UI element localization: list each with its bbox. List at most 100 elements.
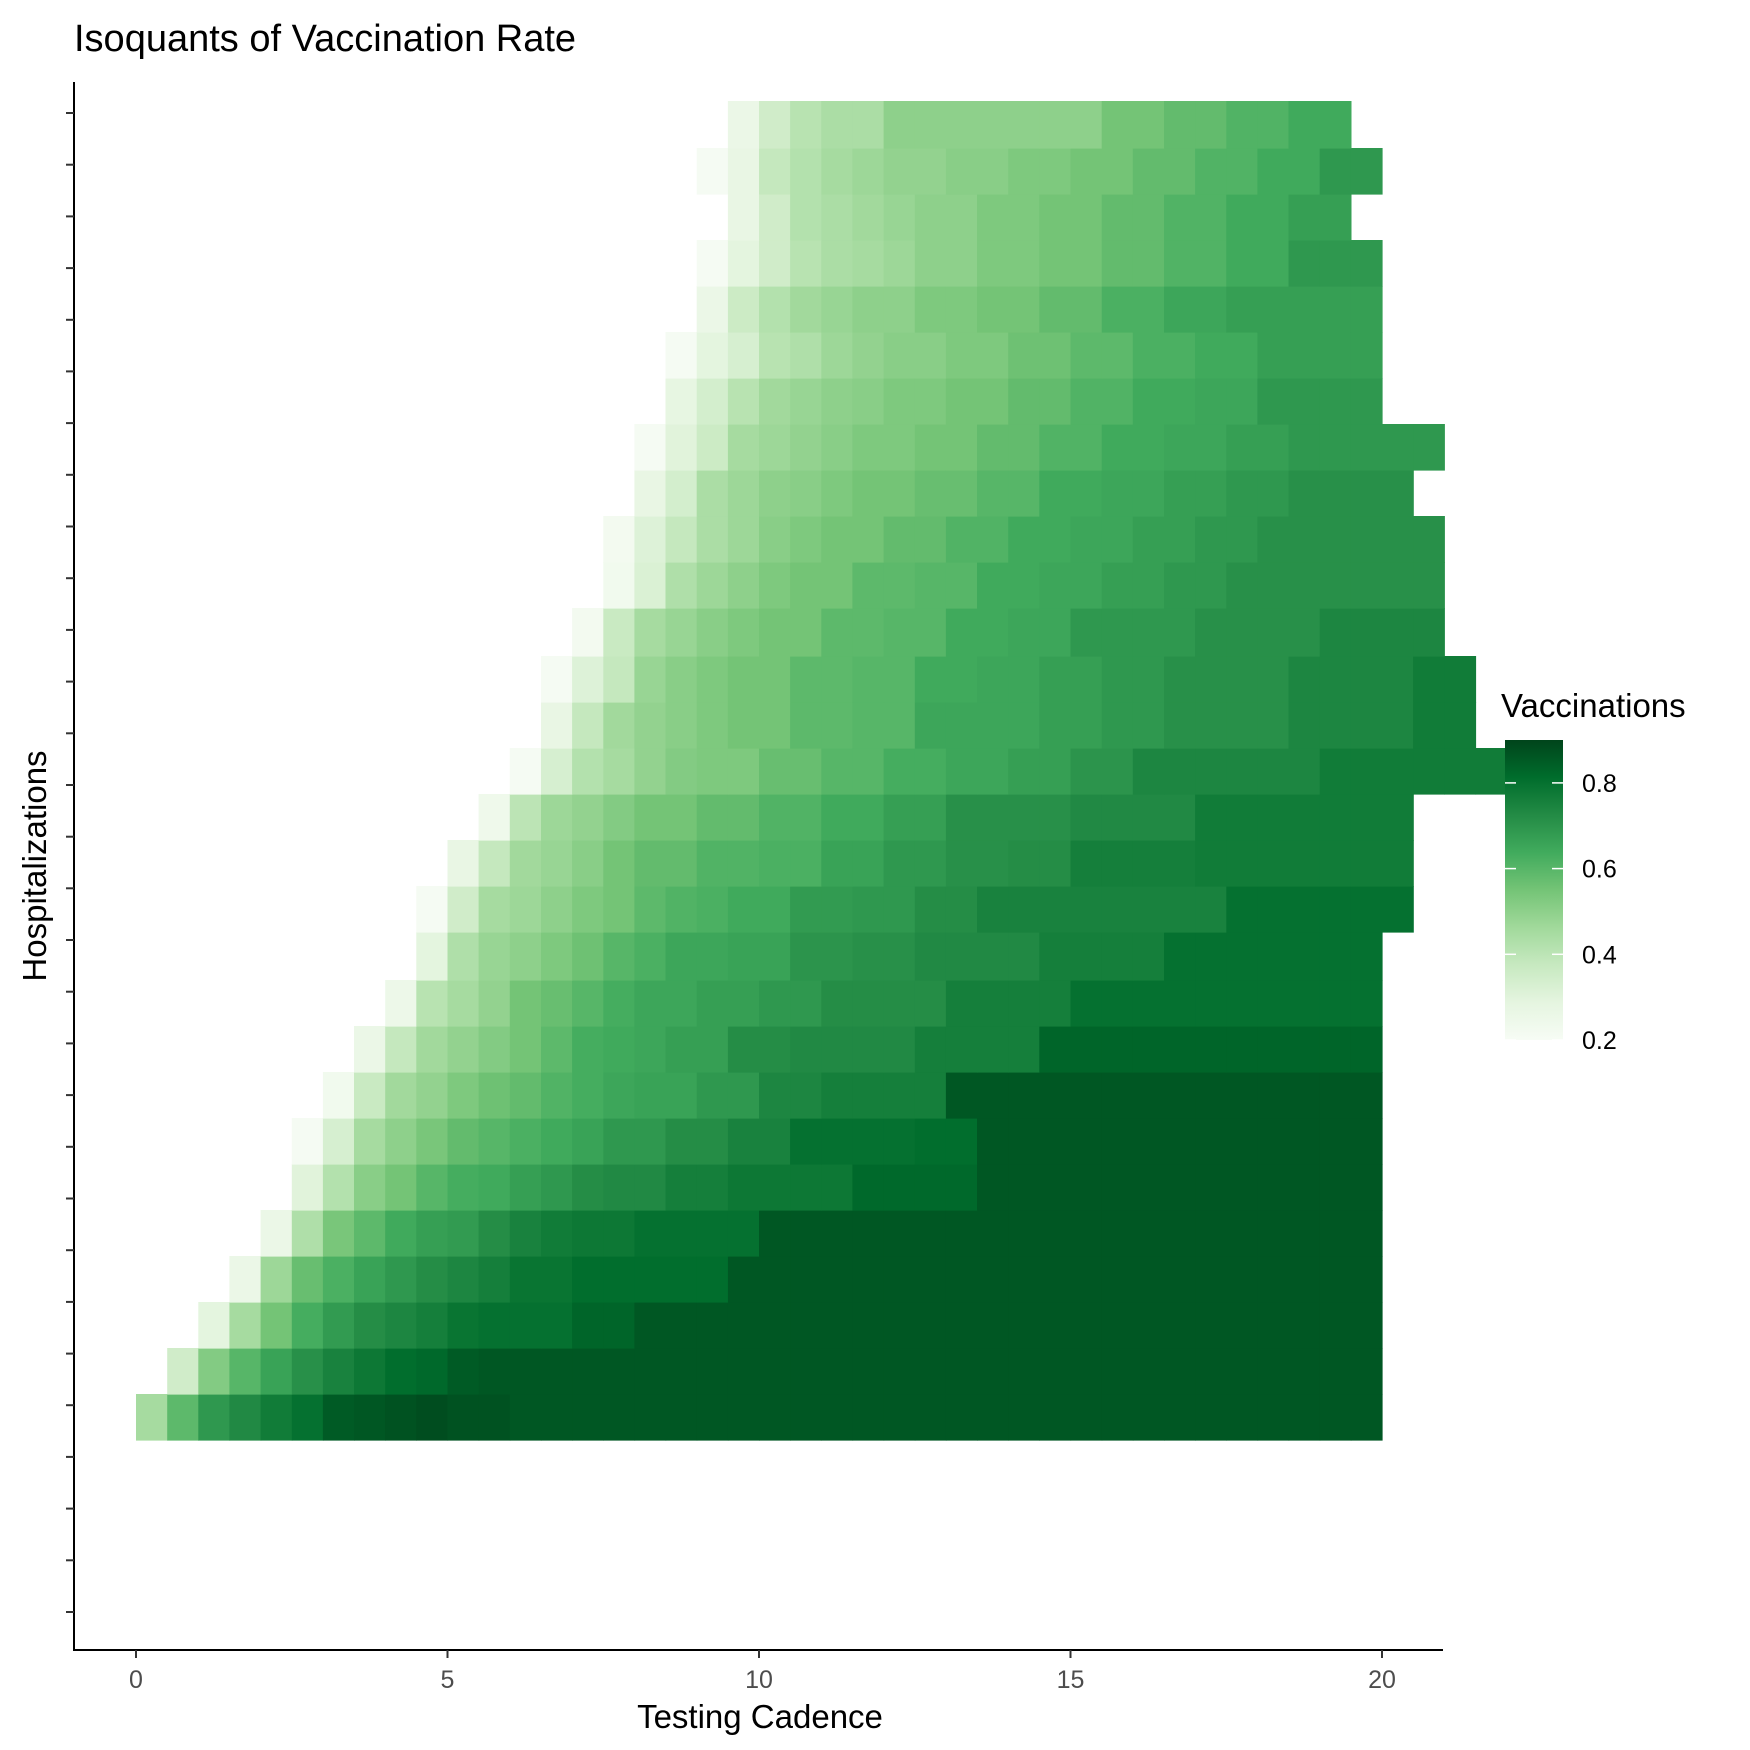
heatmap-cell [1257, 286, 1290, 333]
heatmap-cell [977, 1210, 1009, 1257]
heatmap-cell [541, 656, 573, 703]
heatmap-cell [1132, 470, 1165, 517]
heatmap-cell [977, 702, 1009, 749]
heatmap-cell [945, 702, 978, 749]
heatmap-cell [509, 748, 542, 795]
heatmap-cell [1195, 1164, 1227, 1211]
heatmap-cell [1101, 424, 1134, 471]
heatmap-cell [1132, 1026, 1165, 1073]
heatmap-cell [541, 932, 573, 981]
heatmap-cell [1070, 194, 1103, 241]
heatmap-cell [759, 562, 791, 609]
heatmap-cell [447, 980, 480, 1027]
heatmap-cell [759, 748, 791, 795]
heatmap-cell [1319, 794, 1352, 841]
heatmap-cell [1164, 840, 1196, 887]
heatmap-cell [478, 932, 511, 981]
heatmap-cell [1288, 1026, 1321, 1073]
heatmap-cell [852, 240, 885, 287]
heatmap-cell [852, 562, 885, 609]
heatmap-cell [1319, 656, 1352, 703]
heatmap-cell [821, 1026, 854, 1073]
heatmap-cell [322, 1394, 355, 1441]
heatmap-cell [1288, 840, 1321, 887]
heatmap-cell [759, 378, 791, 425]
heatmap-cell [1008, 470, 1040, 517]
heatmap-cell [1070, 1026, 1103, 1073]
heatmap-cell [1350, 1394, 1383, 1441]
heatmap-cell [447, 1072, 480, 1119]
heatmap-cell [727, 702, 760, 749]
heatmap-cell [852, 1394, 885, 1441]
heatmap-cell [821, 702, 854, 749]
heatmap-cell [1039, 148, 1072, 195]
heatmap-cell [1132, 932, 1165, 981]
heatmap-cell [852, 286, 885, 333]
heatmap-cell [509, 1394, 542, 1441]
heatmap-cell [821, 101, 854, 149]
heatmap-cell [1008, 980, 1040, 1027]
heatmap-cell [1350, 1210, 1383, 1257]
heatmap-cell [696, 516, 729, 563]
heatmap-cell [291, 1164, 324, 1211]
heatmap-cell [1257, 748, 1290, 795]
heatmap-cell [790, 1072, 822, 1119]
heatmap-cell [852, 702, 885, 749]
heatmap-cell [852, 1256, 885, 1303]
heatmap-cell [1195, 886, 1227, 933]
heatmap-cell [1195, 470, 1227, 517]
heatmap-cell [977, 470, 1009, 517]
heatmap-cell [1039, 748, 1072, 795]
heatmap-cell [883, 332, 916, 379]
heatmap-cell [603, 702, 636, 749]
heatmap-cell [1008, 886, 1040, 933]
heatmap-cell [634, 980, 667, 1027]
heatmap-cell [1101, 980, 1134, 1027]
heatmap-cell [1008, 1348, 1040, 1395]
heatmap-cell [1008, 1256, 1040, 1303]
heatmap-cell [665, 794, 698, 841]
heatmap-cell [1195, 148, 1227, 195]
heatmap-cell [1039, 562, 1072, 609]
heatmap-cell [1132, 194, 1165, 241]
heatmap-cell [883, 702, 916, 749]
heatmap-cell [416, 932, 449, 981]
heatmap-cell [260, 1394, 293, 1441]
heatmap-cell [790, 332, 822, 379]
heatmap-cell [883, 1302, 916, 1349]
heatmap-cell [945, 1164, 978, 1211]
heatmap-cell [977, 1302, 1009, 1349]
heatmap-cell [821, 1348, 854, 1395]
heatmap-cell [603, 1302, 636, 1349]
heatmap-cell [759, 148, 791, 195]
heatmap-cell [1350, 840, 1383, 887]
heatmap-cell [1164, 608, 1196, 657]
heatmap-cell [727, 1302, 760, 1349]
heatmap-cell [1101, 932, 1134, 981]
heatmap-cell [1132, 424, 1165, 471]
heatmap-cell [541, 1026, 573, 1073]
heatmap-cell [1164, 101, 1196, 149]
heatmap-cell [1101, 378, 1134, 425]
heatmap-cell [1164, 332, 1196, 379]
heatmap-cell [1257, 101, 1290, 149]
heatmap-cell [1070, 1256, 1103, 1303]
heatmap-cell [727, 1118, 760, 1165]
heatmap-cell [852, 794, 885, 841]
heatmap-cell [1319, 1118, 1352, 1165]
heatmap-cell [572, 1256, 604, 1303]
heatmap-cell [1257, 424, 1290, 471]
heatmap-cell [821, 748, 854, 795]
heatmap-cell [883, 194, 916, 241]
heatmap-cell [1008, 932, 1040, 981]
heatmap-cell [759, 932, 791, 981]
x-tick-label: 0 [129, 1666, 143, 1694]
heatmap-cell [696, 148, 729, 195]
heatmap-cell [945, 194, 978, 241]
heatmap-cell [572, 932, 604, 981]
heatmap-cell [1132, 1164, 1165, 1211]
y-ticks [66, 112, 74, 1613]
heatmap-cell [1101, 1072, 1134, 1119]
heatmap-cell [291, 1348, 324, 1395]
